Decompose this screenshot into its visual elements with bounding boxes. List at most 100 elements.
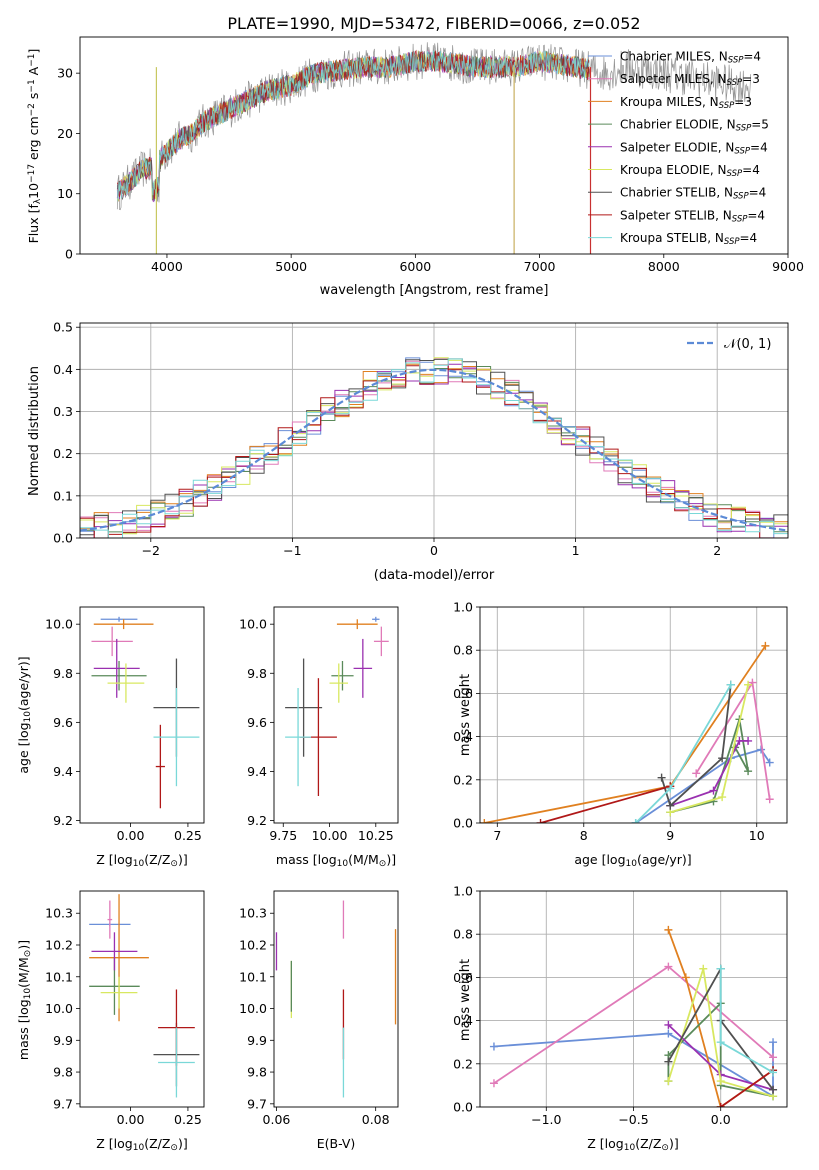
massweight_vs_age-xtick-label: 9 — [666, 828, 674, 843]
age-vs-mass-xlabel: mass [log10(M/M⊙)] — [276, 852, 396, 869]
spectrum-ylabel: Flux [fλ10−17 erg cm−2 s−1 A−1] — [26, 49, 43, 244]
weight-marker-salpeter_elodie — [735, 736, 744, 745]
gaussian-curve — [80, 368, 786, 532]
age_vs_mass-plot-area — [285, 616, 389, 796]
weight-vs-Z-xlabel-part: (Z/Z — [635, 1136, 661, 1151]
mass-vs-Z-xlabel-part: )] — [178, 1136, 188, 1151]
legend-label-kroupa_stelib: Kroupa STELIB, NSSP=4 — [620, 231, 757, 247]
legend-label-part: SSP — [733, 192, 749, 202]
legend-label-part: =5 — [751, 118, 769, 132]
mass_vs_ebv-ytick-label: 10.3 — [239, 906, 267, 921]
spectrum-ylabel-part: ] — [26, 49, 41, 54]
weight-marker-kroupa_stelib — [726, 680, 735, 689]
mass-vs-Z-xlabel-part: ⊙ — [170, 1143, 178, 1153]
age_vs_mass-ytick-label: 9.6 — [247, 715, 267, 730]
legend-label-part: SSP — [736, 124, 752, 134]
spectrum-ylabel-part: −1 — [27, 79, 37, 92]
age_vs_Z-ytick-label: 9.2 — [53, 813, 73, 828]
legend-label-part: =4 — [740, 231, 758, 245]
spectrum-xtick-label: 5000 — [275, 259, 307, 274]
mass-vs-Z-xlabel-part: 10 — [133, 1143, 145, 1153]
weight-marker-salpeter_miles — [692, 769, 701, 778]
massweight_vs_Z-xtick-label: −1.0 — [531, 1112, 561, 1127]
mass_vs_ebv-ytick-label: 10.1 — [239, 969, 267, 984]
age-vs-mass-xlabel-part: ⊙ — [379, 859, 387, 869]
weight-marker-kroupa_elodie — [699, 964, 708, 973]
legend-label-part: Salpeter ELODIE, N — [620, 140, 734, 154]
age_vs_mass-ytick-label: 10.0 — [239, 617, 267, 632]
histogram-kroupa_stelib — [80, 358, 788, 538]
mass_vs_ebv-frame — [273, 890, 399, 1108]
legend-label-part: Kroupa MILES, N — [620, 95, 719, 109]
age-vs-Z-ylabel-part: 10 — [23, 711, 33, 723]
weight-marker-chabrier_stelib — [769, 1085, 778, 1094]
spectrum-plot-area — [116, 42, 752, 254]
figure-title: PLATE=1990, MJD=53472, FIBERID=0066, z=0… — [227, 14, 640, 33]
residuals-ytick-label: 0.1 — [53, 488, 73, 503]
weight-marker-chabrier_miles — [489, 1042, 498, 1051]
legend-label-part: SSP — [719, 101, 735, 111]
age_vs_Z-ytick-label: 10.0 — [45, 617, 73, 632]
mass_vs_ebv-xtick-label: 0.08 — [362, 1112, 390, 1127]
residuals-frame — [79, 322, 789, 539]
legend-label-kroupa_miles: Kroupa MILES, NSSP=3 — [620, 95, 752, 111]
residuals-ytick-label: 0.3 — [53, 404, 73, 419]
weight-marker-chabrier_stelib — [657, 773, 666, 782]
weight-marker-kroupa_stelib — [716, 964, 725, 973]
weight-marker-kroupa_elodie — [716, 1077, 725, 1086]
massweight_vs_age-frame — [479, 606, 788, 824]
massweight_vs_Z-ytick-label: 1.0 — [453, 884, 473, 899]
age_vs_mass-frame — [273, 606, 399, 824]
spectrum-axes: 4000 5000 6000 7000 8000 9000 0 10 20 30 Chabrier … — [26, 36, 804, 298]
spectrum-xlabel: wavelength [Angstrom, rest frame] — [320, 283, 549, 298]
massweight_vs_age-ytick-label: 1.0 — [453, 600, 473, 615]
legend-label-part: SSP — [727, 78, 743, 88]
weight-marker-kroupa_miles — [480, 819, 489, 823]
weight-vs-age-xlabel: age [log10(age/yr)] — [574, 852, 691, 869]
weight-marker-kroupa_miles — [681, 973, 690, 982]
spectrum-frame — [79, 36, 789, 255]
residuals-ytick-label: 0.0 — [53, 531, 73, 546]
spectrum-line-kroupa_stelib — [116, 50, 590, 202]
weight-marker-kroupa_stelib — [716, 1038, 725, 1047]
legend-label-part: =4 — [747, 208, 765, 222]
weight-vs-age-xlabel-part: 10 — [626, 859, 638, 869]
weight-line-kroupa_stelib — [635, 684, 732, 823]
weight-marker-chabrier_stelib — [664, 1057, 673, 1066]
spectrum-ylabel-part: Flux [f — [26, 204, 41, 244]
weight-vs-Z-xlabel: Z [log10(Z/Z⊙)] — [587, 1136, 678, 1153]
weight-marker-kroupa_elodie — [664, 1077, 673, 1086]
mass-vs-Z-ylabel-part: )] — [16, 940, 31, 950]
age_vs_mass-xtick-label: 9.75 — [269, 828, 297, 843]
age_vs_mass-ytick-label: 9.8 — [247, 666, 267, 681]
age_vs_Z-xtick-label: 0.25 — [174, 828, 202, 843]
legend-label-part: Salpeter MILES, N — [620, 72, 727, 86]
weight-marker-chabrier_miles — [769, 1038, 778, 1047]
age_vs_Z-xtick-label: 0.00 — [117, 828, 145, 843]
weight-marker-salpeter_miles — [765, 795, 774, 804]
age_vs_Z-ytick-label: 9.6 — [53, 715, 73, 730]
weight-marker-kroupa_miles — [664, 925, 673, 934]
mass-vs-Z-ylabel-part: mass [log — [16, 999, 31, 1060]
legend-label-part: Chabrier MILES, N — [620, 50, 728, 64]
age-vs-Z-xlabel-part: (Z/Z — [144, 852, 170, 867]
massweight_vs_Z-axes: −1.0 −0.5 0.0 0.0 0.2 0.4 0.6 0.8 1.0 Z [log10(Z/… — [453, 884, 788, 1153]
weight-vs-Z-ylabel: mass weight — [458, 959, 473, 1041]
mass_vs_Z-ytick-label: 9.8 — [53, 1065, 73, 1080]
mass-vs-Z-xlabel: Z [log10(Z/Z⊙)] — [96, 1136, 187, 1153]
mass_vs_ebv-xtick-label: 0.06 — [263, 1112, 291, 1127]
weight-marker-salpeter_miles — [748, 678, 757, 687]
mass-vs-Z-ylabel: mass [log10(M/M⊙)] — [16, 940, 33, 1060]
weight-marker-salpeter_miles — [664, 962, 673, 971]
legend-label-part: SSP — [728, 56, 744, 66]
mass_vs_Z-axes: 0.00 0.259.79.89.910.010.110.210.3Z [log1… — [16, 890, 205, 1153]
age-vs-Z-xlabel-part: Z [log — [96, 852, 132, 867]
spectrum-ytick-label: 30 — [57, 66, 73, 81]
residuals-axes: −2 −1 0 1 2 0.0 0.1 0.2 0.3 0.4 0.5 𝒩(0, 1) (data-mo… — [27, 320, 789, 583]
mass-vs-Z-ylabel-part: ⊙ — [23, 950, 33, 958]
mass-vs-Z-xlabel-part: Z [log — [96, 1136, 132, 1151]
legend-label-part: SSP — [727, 169, 743, 179]
residuals-xtick-label: 1 — [572, 543, 580, 558]
gaussian-legend-label: 𝒩(0, 1) — [724, 337, 771, 352]
